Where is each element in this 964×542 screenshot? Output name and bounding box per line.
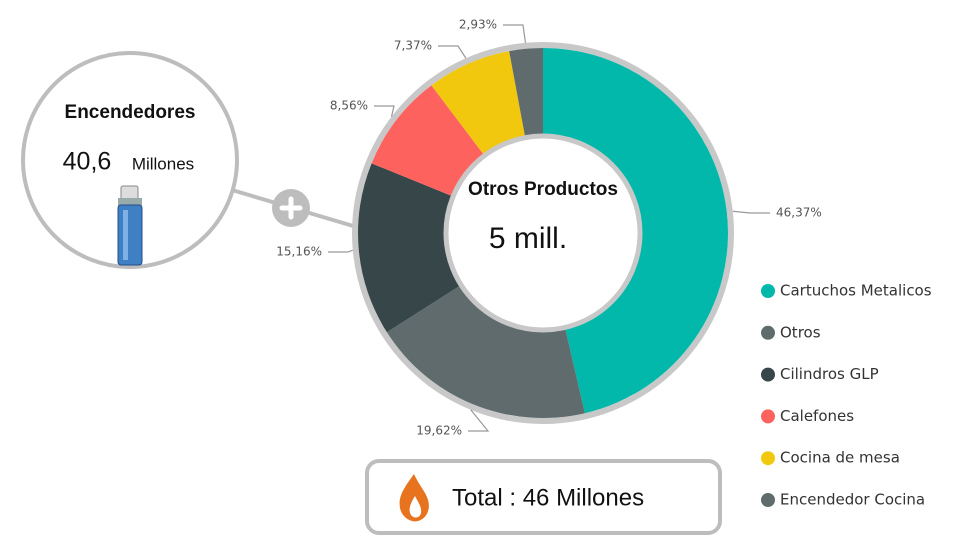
data-label: 15,16% [276,245,322,259]
slice [431,51,526,156]
data-label: 8,56% [330,99,368,113]
legend-label: Cartuchos Metalicos [780,282,932,300]
legend-swatch [761,284,775,298]
legend-swatch [761,325,775,340]
data-label: 2,93% [459,18,497,32]
data-label: 19,62% [416,424,462,438]
lighter-icon [117,185,143,266]
data-label: 46,37% [776,206,822,220]
total-text: Total : 46 Millones [452,484,644,511]
slice [386,285,585,418]
slice [543,48,728,414]
legend-label: Cocina de mesa [780,449,900,467]
slice [509,48,543,138]
leader-line [468,409,490,432]
donut-outline [352,42,734,424]
slice [371,85,485,197]
leader-line [328,249,353,253]
legend-label: Cilindros GLP [780,365,879,383]
callout-value: 40,6 [63,148,112,176]
callout-circle [21,51,239,269]
data-label: 7,37% [394,39,432,53]
plus-icon [279,196,303,220]
leader-line [732,210,770,214]
center-title: Otros Productos [468,179,618,200]
leader-line [374,105,395,117]
leader-line [438,45,467,59]
legend-swatch [761,409,775,424]
callout-unit: Millones [132,154,194,173]
legend-label: Calefones [780,407,854,425]
legend-swatch [761,451,775,466]
center-value: 5 mill. [489,222,567,255]
legend-swatch [761,367,775,382]
leader-line [503,24,527,43]
legend-swatch [761,493,775,507]
legend-label: Encendedor Cocina [780,491,925,509]
flame-inner [409,496,422,518]
donut-hole [443,133,643,333]
total-box [365,459,722,535]
legend-label: Otros [780,323,821,341]
slice [358,163,462,333]
callout-title: Encendedores [65,102,196,123]
